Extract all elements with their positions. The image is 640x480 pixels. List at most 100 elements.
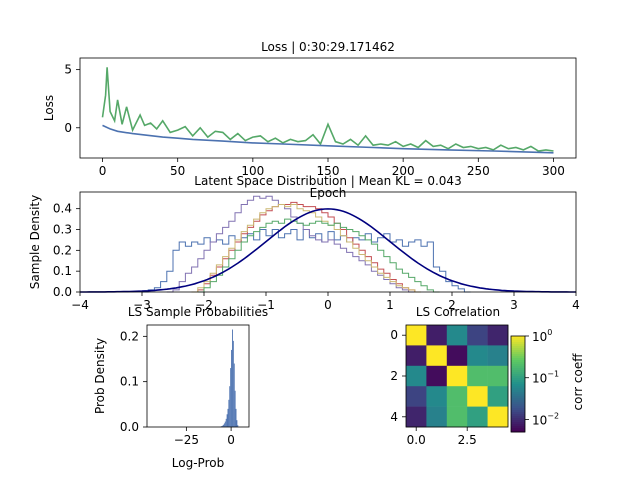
logprob-bar [228, 399, 230, 427]
colorbar-segment [511, 412, 525, 415]
colorbar-segment [511, 380, 525, 383]
colorbar-segment [511, 376, 525, 379]
colorbar-tick-exponent: −2 [547, 411, 559, 420]
logprob-ylabel: Prob Density [93, 338, 107, 414]
colorbar-segment [511, 416, 525, 419]
logprob-bar [232, 329, 233, 427]
corr-xtick-label: 0.0 [407, 433, 426, 447]
latent-xtick-label: 3 [510, 298, 518, 312]
colorbar-segment [511, 366, 525, 369]
colorbar-segment [511, 408, 525, 411]
logprob-bar [231, 349, 232, 427]
colorbar-segment [511, 400, 525, 403]
corr-cell [467, 406, 488, 428]
logprob-bar [224, 421, 226, 427]
corr-cell [406, 345, 427, 367]
corr-cell [446, 365, 468, 387]
corr-cell [467, 365, 488, 387]
colorbar-segment [511, 392, 525, 395]
logprob-xlabel: Log-Prob [172, 456, 224, 470]
logprob-bar [222, 425, 224, 427]
loss-ytick-label: 0 [64, 121, 72, 135]
corr-cell [406, 406, 427, 428]
loss-ticks: 0 50 100 150 200 250 300 0 5 [64, 63, 565, 178]
colorbar-segment [511, 424, 525, 427]
logprob-ticks: −25 0 0.0 0.1 0.2 [120, 329, 235, 447]
corr-cell [426, 386, 448, 407]
loss-xtick-label: 300 [542, 164, 565, 178]
logprob-bar [232, 340, 234, 427]
colorbar-segment [511, 404, 525, 407]
latent-panel: −4 −3 −2 −1 0 1 2 3 4 0.0 0.1 0.2 0.3 0.4 Latent Spac… [28, 174, 580, 312]
colorbar-segment [511, 388, 525, 391]
colorbar-segment [511, 372, 525, 375]
corr-cell [487, 386, 509, 407]
latent-ytick-label: 0.4 [53, 202, 72, 216]
colorbar-segment [511, 364, 525, 367]
logprob-bar [235, 408, 237, 427]
colorbar-segment [511, 354, 525, 357]
colorbar-segment [511, 374, 525, 377]
colorbar-segment [511, 360, 525, 363]
latent-ticks: −4 −3 −2 −1 0 1 2 3 4 0.0 0.1 0.2 0.3 0.4 [53, 202, 580, 312]
colorbar-segment [511, 402, 525, 405]
corr-cell [426, 345, 448, 367]
corr-cell [426, 325, 448, 346]
colorbar-segment [511, 418, 525, 421]
loss-xtick-label: 0 [99, 164, 107, 178]
colorbar-segment [511, 350, 525, 353]
corr-cell [487, 406, 509, 428]
colorbar-segment [511, 370, 525, 373]
corr-heatmap [406, 325, 509, 428]
colorbar-segment [511, 346, 525, 349]
logprob-bar [223, 423, 225, 427]
latent-normal-curve [80, 208, 576, 293]
latent-title: Latent Space Distribution | Mean KL = 0.… [194, 174, 461, 188]
colorbar-tick-exponent: 0 [547, 328, 552, 337]
colorbar-tick-label: 100 [532, 328, 552, 344]
colorbar-segment [511, 368, 525, 371]
colorbar-segment [511, 422, 525, 425]
latent-ylabel: Sample Density [28, 195, 42, 289]
colorbar-segment [511, 396, 525, 399]
loss-panel: Loss | 0:30:29.171462 0 50 100 150 200 250 300… [42, 40, 577, 200]
corr-cell [487, 345, 509, 367]
corr-ticks: 0.0 2.5 0 2 4 [390, 328, 476, 447]
logprob-ytick-label: 0.2 [120, 329, 139, 343]
latent-hist-4 [197, 218, 440, 293]
loss-xlabel: Epoch [310, 186, 347, 200]
colorbar-segment [511, 338, 525, 341]
colorbar-tick-base: 10 [532, 372, 547, 386]
logprob-bar [237, 425, 239, 427]
colorbar-tick-base: 10 [532, 413, 547, 427]
latent-xtick-label: 2 [448, 298, 456, 312]
corr-title: LS Correlation [416, 305, 500, 319]
colorbar-segment [511, 430, 525, 433]
logprob-bar [223, 424, 224, 427]
loss-xtick-label: 150 [317, 164, 340, 178]
corr-cell [446, 345, 468, 367]
colorbar-segment [511, 406, 525, 409]
colorbar-tick-label: 10−1 [532, 370, 559, 386]
loss-ytick-label: 5 [64, 63, 72, 77]
logprob-axes-frame [146, 324, 250, 428]
loss-line-validation [102, 124, 554, 154]
colorbar-segment [511, 358, 525, 361]
corr-cell [406, 386, 427, 407]
latent-xtick-label: −3 [133, 298, 151, 312]
logprob-bar [236, 420, 238, 427]
logprob-ytick-label: 0.0 [120, 420, 139, 434]
loss-xtick-label: 250 [467, 164, 490, 178]
corr-ytick-label: 4 [390, 410, 398, 424]
loss-ylabel: Loss [42, 95, 56, 121]
logprob-bar [221, 426, 223, 427]
loss-xtick-label: 50 [170, 164, 185, 178]
logprob-bar [229, 386, 231, 427]
latent-ytick-label: 0.0 [53, 285, 72, 299]
colorbar-segment [511, 340, 525, 343]
colorbar-segment [511, 342, 525, 345]
colorbar-segment [511, 414, 525, 417]
corr-cell [406, 325, 427, 346]
logprob-ytick-label: 0.1 [120, 375, 139, 389]
